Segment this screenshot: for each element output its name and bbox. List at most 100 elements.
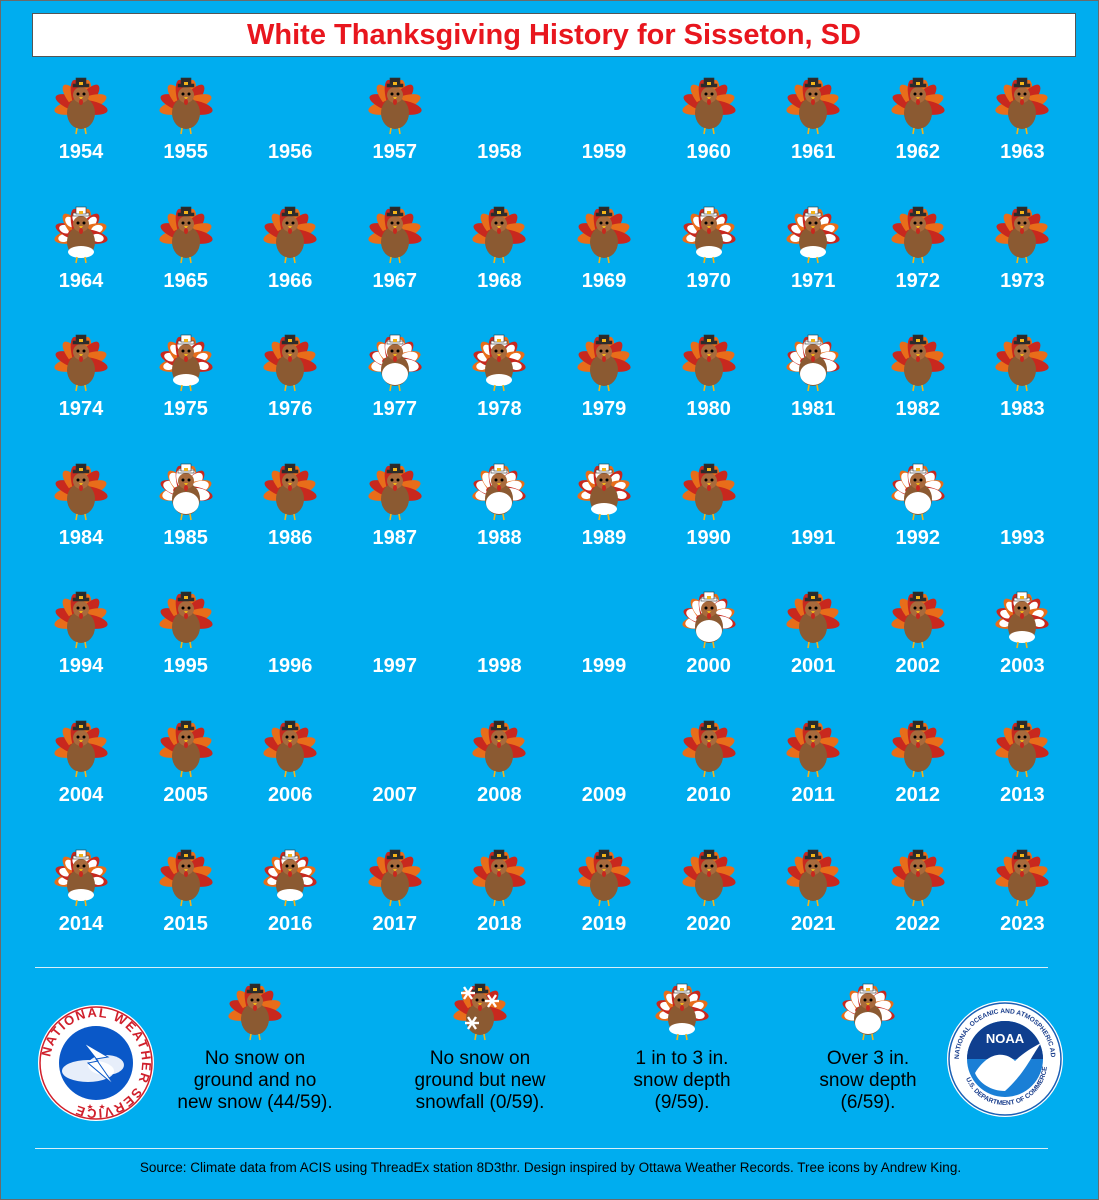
year-cell: 2016 [238,845,342,965]
year-label: 1965 [163,269,208,292]
year-label: 1973 [1000,269,1045,292]
year-label: 1984 [58,526,104,549]
year-label: 2006 [267,784,313,806]
year-label: 2009 [581,784,627,806]
legend-text-line: (9/59). [654,1092,710,1113]
year-label: 1998 [477,655,522,678]
year-label: 1987 [372,526,418,549]
year-cell: 1984 [29,459,133,579]
year-cell: 1957 [343,73,447,193]
turkey-icon [471,459,527,523]
year-label: 2002 [895,655,941,678]
legend-text-line: No snow on [204,1048,306,1069]
turkey-icon [158,716,214,780]
turkey-icon [262,330,318,394]
year-label: 1975 [163,398,208,421]
turkey-icon [53,459,109,523]
year-cell: 1999 [552,587,656,707]
noaa-logo-text: NOAA [986,1031,1025,1046]
turkey-icon [53,845,109,909]
turkey-icon [994,845,1050,909]
turkey-icon [994,330,1050,394]
year-cell: 1983 [970,330,1074,450]
year-cell: 1958 [447,73,551,193]
year-cell: 2018 [447,845,551,965]
year-cell: 2019 [552,845,656,965]
year-cell: 2017 [343,845,447,965]
year-cell: 2000 [657,587,761,707]
year-cell: 2013 [970,716,1074,836]
year-cell: 1991 [761,459,865,579]
year-cell: 1976 [238,330,342,450]
year-cell: 2003 [970,587,1074,707]
legend-item: 1 in to 3 in. snow depth (9/59). [587,1048,777,1114]
year-cell: 1994 [29,587,133,707]
turkey-icon [681,459,737,523]
divider [35,1148,1048,1149]
year-cell: 2001 [761,587,865,707]
page-title: White Thanksgiving History for Sisseton,… [247,18,861,51]
turkey-icon [890,330,946,394]
year-label: 2017 [372,912,418,935]
year-cell: 1988 [447,459,551,579]
turkey-icon [994,587,1050,651]
turkey-icon [785,716,841,780]
year-cell: 2014 [29,845,133,965]
year-label: 2014 [58,912,104,935]
turkey-icon [367,202,423,266]
turkey-icon [890,459,946,523]
year-label: 2001 [790,655,836,678]
year-label: 1962 [895,141,941,163]
year-label: 2021 [790,912,836,935]
year-label: 1986 [267,526,313,549]
year-label: 1978 [477,398,522,421]
turkey-icon [576,459,632,523]
turkey-icon [994,716,1050,780]
turkey-icon [53,73,109,137]
year-label: 1956 [267,141,313,163]
year-cell: 2021 [761,845,865,965]
turkey-icon [471,202,527,266]
legend-text-line: Over 3 in. [826,1048,910,1069]
turkey-icon [53,330,109,394]
turkey-icon [681,587,737,651]
turkey-icon [471,716,527,780]
legend-text-line: ground but new [414,1070,546,1091]
turkey-icon [367,459,423,523]
year-cell: 1970 [657,202,761,322]
turkey-icon [890,587,946,651]
year-cell: 1955 [134,73,238,193]
year-label: 1958 [477,141,522,163]
year-cell: 1963 [970,73,1074,193]
year-cell: 2010 [657,716,761,836]
year-label: 1980 [686,398,731,421]
nws-logo: NATIONAL WEATHER SERVICE [38,1005,154,1121]
turkey-icon [994,73,1050,137]
year-label: 2019 [581,912,627,935]
year-label: 1996 [267,655,313,678]
year-label: 1997 [372,655,418,678]
year-label: 1999 [581,655,627,678]
year-cell: 1954 [29,73,133,193]
turkey-icon [53,202,109,266]
year-label: 2003 [1000,655,1045,678]
turkey-icon [681,330,737,394]
year-cell: 1972 [866,202,970,322]
legend-turkey-icon [227,979,283,1048]
year-cell: 1975 [134,330,238,450]
turkey-icon [785,587,841,651]
year-cell: 1998 [447,587,551,707]
year-label: 1959 [581,141,627,163]
year-label: 2018 [477,912,522,935]
turkey-icon [471,330,527,394]
turkey-icon [53,716,109,780]
turkey-icon [890,716,946,780]
year-label: 1972 [895,269,941,292]
year-cell: 1964 [29,202,133,322]
year-label: 2020 [686,912,731,935]
year-label: 1968 [477,269,522,292]
year-cell: 2015 [134,845,238,965]
year-label: 2005 [163,784,208,806]
turkey-icon [158,330,214,394]
